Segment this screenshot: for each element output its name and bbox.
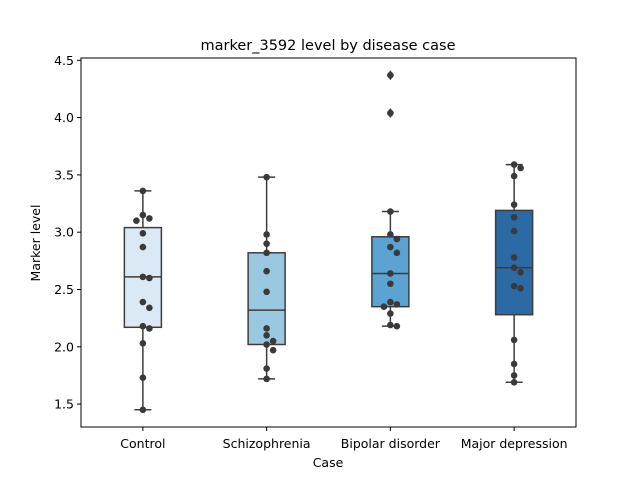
data-point (139, 187, 147, 195)
chart-title: marker_3592 level by disease case (201, 38, 456, 54)
data-point (510, 379, 518, 386)
data-point (387, 208, 394, 215)
data-point (510, 254, 518, 261)
x-tick-label: Schizophrenia (223, 436, 311, 451)
data-point (263, 288, 270, 296)
plot-area (123, 70, 534, 414)
data-point (510, 172, 518, 180)
data-point (139, 340, 147, 347)
data-point (387, 280, 394, 288)
data-point (146, 215, 153, 222)
data-point (393, 322, 401, 330)
box-group (371, 70, 410, 330)
data-point (387, 71, 394, 79)
y-tick-label: 4.0 (54, 110, 74, 125)
data-point (387, 109, 394, 117)
data-point (510, 227, 518, 235)
data-point (387, 298, 394, 306)
y-axis-label: Marker level (28, 205, 43, 282)
data-point (263, 341, 270, 348)
data-point (263, 240, 270, 247)
data-point (263, 231, 270, 238)
y-tick-label: 2.5 (54, 282, 74, 297)
data-point (263, 375, 270, 383)
box-group (123, 187, 163, 414)
data-point (510, 372, 518, 379)
data-point (517, 268, 524, 276)
data-point (510, 213, 518, 221)
data-point (387, 231, 394, 238)
data-point (263, 325, 270, 332)
axes: 1.5 2.0 2.5 3.0 3.5 4.0 4.5 Control Schizophreni… (54, 53, 567, 451)
data-point (263, 332, 270, 339)
data-point (387, 321, 394, 329)
data-point (139, 322, 147, 330)
y-tick-label: 3.0 (54, 225, 74, 240)
data-point (517, 285, 524, 292)
data-point (146, 304, 153, 312)
data-point (510, 360, 518, 368)
data-point (263, 249, 270, 257)
data-point (139, 374, 147, 382)
data-point (510, 201, 518, 208)
data-point (146, 274, 153, 282)
data-point (269, 346, 277, 354)
data-point (517, 164, 524, 172)
data-point (387, 270, 394, 277)
data-point (510, 161, 518, 168)
x-axis-label: Case (313, 455, 344, 470)
x-tick-label: Control (120, 436, 165, 451)
x-tick-label: Bipolar disorder (341, 436, 441, 451)
box-group (247, 173, 286, 383)
y-tick-label: 4.5 (54, 53, 74, 68)
data-point (510, 282, 518, 290)
data-point (139, 273, 147, 281)
data-point (380, 303, 388, 310)
data-point (139, 298, 147, 306)
plot-frame (80, 57, 577, 428)
data-point (263, 267, 270, 275)
data-point (139, 243, 147, 251)
y-tick-label: 3.5 (54, 167, 74, 182)
x-tick-label: Major depression (461, 436, 568, 451)
data-point (146, 325, 153, 332)
data-point (263, 173, 270, 181)
data-point (263, 365, 270, 372)
data-point (133, 217, 140, 225)
data-point (387, 310, 394, 317)
y-tick-label: 2.0 (54, 339, 74, 354)
box-iqr (494, 209, 534, 316)
data-point (139, 230, 147, 237)
data-point (139, 406, 147, 414)
data-point (269, 337, 277, 345)
data-point (139, 211, 147, 219)
data-point (510, 264, 518, 272)
data-point (387, 243, 394, 251)
data-point (510, 336, 518, 344)
box-group (494, 161, 534, 386)
data-point (393, 235, 401, 243)
data-point (393, 249, 401, 257)
data-point (393, 301, 401, 308)
y-tick-label: 1.5 (54, 397, 74, 412)
